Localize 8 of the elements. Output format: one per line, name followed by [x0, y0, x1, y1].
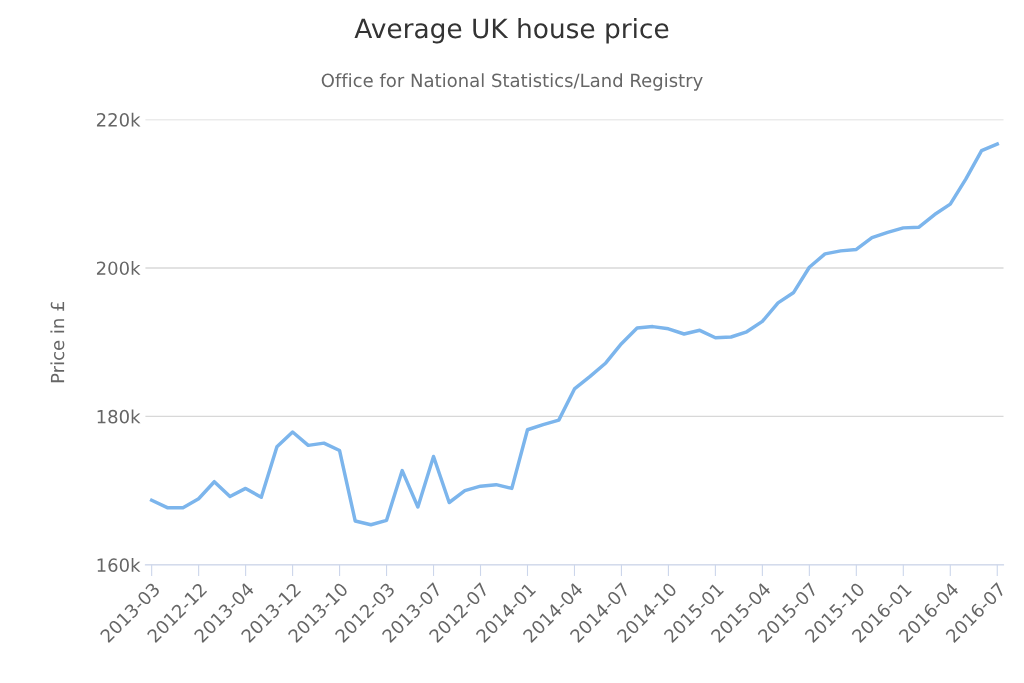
y-tick-label: 180k — [97, 409, 141, 424]
chart-subtitle: Office for National Statistics/Land Registry — [321, 73, 703, 91]
y-tick-label: 220k — [96, 112, 141, 127]
y-tick-label: 200k — [96, 261, 141, 276]
line-series — [149, 142, 999, 527]
y-axis-title: Price in £ — [50, 302, 65, 383]
y-tick-label: 160k — [97, 557, 141, 572]
chart-title: Average UK house price — [354, 17, 669, 44]
